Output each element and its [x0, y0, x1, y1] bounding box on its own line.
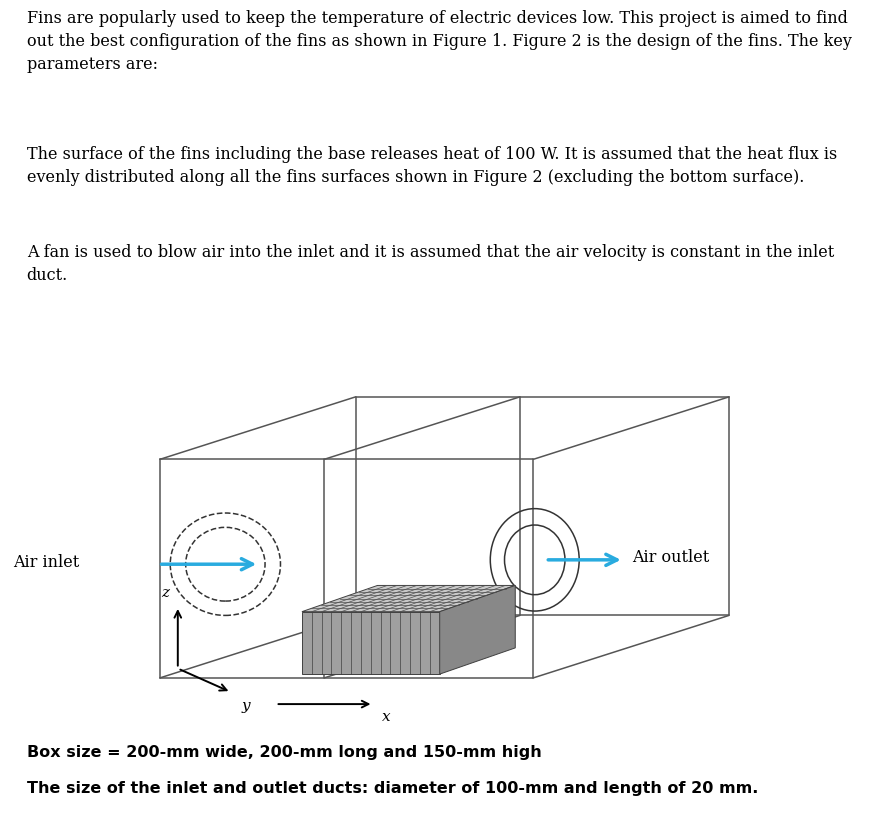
Text: y: y — [242, 699, 251, 713]
Polygon shape — [302, 612, 440, 674]
Text: Box size = 200-mm wide, 200-mm long and 150-mm high: Box size = 200-mm wide, 200-mm long and … — [27, 744, 541, 758]
Text: Fins are popularly used to keep the temperature of electric devices low. This pr: Fins are popularly used to keep the temp… — [27, 10, 852, 72]
Text: Air inlet: Air inlet — [13, 553, 80, 570]
Text: z: z — [162, 585, 169, 599]
Text: A fan is used to blow air into the inlet and it is assumed that the air velocity: A fan is used to blow air into the inlet… — [27, 244, 834, 284]
Polygon shape — [302, 586, 516, 612]
Text: x: x — [382, 709, 391, 723]
Text: Air outlet: Air outlet — [633, 549, 709, 566]
Polygon shape — [440, 586, 516, 674]
Text: The size of the inlet and outlet ducts: diameter of 100-mm and length of 20 mm.: The size of the inlet and outlet ducts: … — [27, 780, 758, 794]
Text: The surface of the fins including the base releases heat of 100 W. It is assumed: The surface of the fins including the ba… — [27, 146, 837, 186]
